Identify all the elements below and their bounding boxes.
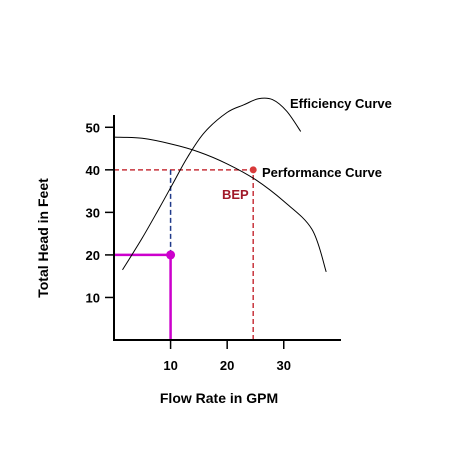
axes [113,115,341,341]
curves [113,97,327,273]
ticks: 10 20 30 40 50 10 20 30 [86,120,291,373]
x-tick-label: 10 [163,358,177,373]
performance-curve-label: Performance Curve [262,165,382,180]
y-axis-title: Total Head in Feet [35,178,51,298]
x-tick-label: 30 [277,358,291,373]
y-tick-label: 30 [86,205,100,220]
operating-point [166,250,176,260]
reference-lines [114,169,254,340]
labels: Flow Rate in GPM Total Head in Feet Effi… [35,96,392,406]
y-tick-label: 10 [86,290,100,305]
performance-curve-line [113,136,327,273]
efficiency-curve-line [122,97,302,271]
efficiency-curve-label: Efficiency Curve [290,96,392,111]
bep-label: BEP [222,187,249,202]
bep-point [249,166,257,174]
x-axis-title: Flow Rate in GPM [160,390,278,406]
y-tick-label: 40 [86,163,100,178]
y-tick-label: 20 [86,248,100,263]
x-tick-label: 20 [220,358,234,373]
y-tick-label: 50 [86,120,100,135]
markers [166,166,257,260]
